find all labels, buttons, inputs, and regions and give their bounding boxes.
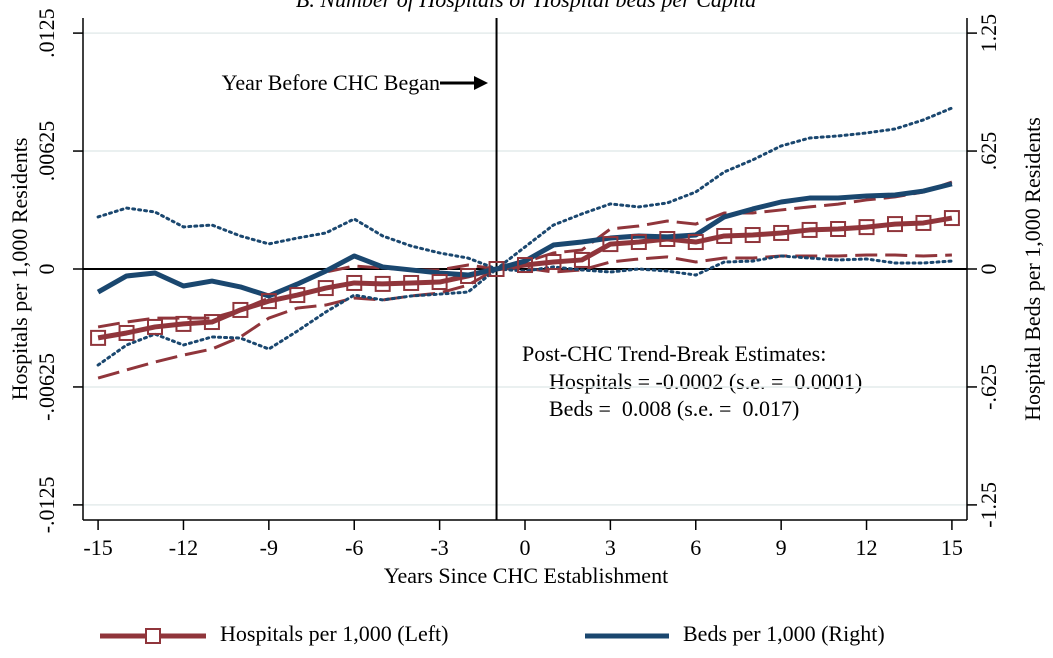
annotation: Beds = 0.008 (s.e. = 0.017) [549, 396, 799, 421]
marker [374, 275, 391, 292]
y-tick-label: -.00625 [34, 353, 59, 421]
marker [630, 234, 647, 251]
marker [317, 280, 334, 297]
y-tick-label: -.0125 [34, 476, 59, 533]
ci-lower [97, 253, 952, 380]
x-tick-label: -3 [430, 535, 448, 560]
arrow-head [474, 76, 488, 90]
annotation: Post-CHC Trend-Break Estimates: [522, 341, 826, 366]
marker [90, 329, 107, 346]
marker [175, 315, 192, 332]
marker [659, 230, 676, 247]
x-tick-label: 9 [776, 535, 787, 560]
marker [545, 254, 562, 271]
marker [801, 221, 818, 238]
ci-upper [97, 180, 953, 329]
y-tick-label: .0125 [34, 8, 59, 58]
marker [943, 210, 960, 227]
marker [431, 274, 448, 291]
annotation: Year Before CHC Began [222, 70, 440, 95]
legend-label: Hospitals per 1,000 (Left) [220, 621, 449, 646]
y-tick-label: .00625 [34, 121, 59, 182]
marker [744, 227, 761, 244]
x-tick-label: 12 [856, 535, 878, 560]
x-tick-label: -15 [83, 535, 112, 560]
marker [830, 220, 847, 237]
marker [147, 318, 164, 335]
marker [403, 274, 420, 291]
marker [488, 261, 505, 277]
y2-tick-label: .625 [976, 132, 1001, 171]
legend-label: Beds per 1,000 (Right) [683, 621, 885, 646]
y2-tick-label: -1.25 [976, 482, 1001, 528]
x-tick-label: 15 [941, 535, 963, 560]
marker [517, 257, 533, 274]
y2-tick-label: -.625 [976, 364, 1001, 410]
marker [203, 314, 220, 331]
y2-tick-label: 1.25 [976, 14, 1001, 53]
x-tick-label: -6 [345, 535, 363, 560]
marker [118, 324, 135, 341]
marker [687, 234, 704, 251]
x-axis-label: Years Since CHC Establishment [384, 563, 668, 588]
marker [886, 216, 903, 233]
annotation: Hospitals = -0.0002 (s.e. = 0.0001) [549, 369, 862, 394]
marker [716, 227, 733, 244]
y-axis-label: Hospitals per 1,000 Residents [7, 138, 32, 401]
marker [602, 236, 619, 253]
y2-axis-label: Hospital Beds per 1,000 Residents [1020, 117, 1045, 421]
x-tick-label: 0 [520, 535, 531, 560]
marker [915, 214, 932, 231]
x-tick-label: -9 [260, 535, 278, 560]
y-tick-label: 0 [34, 264, 59, 275]
series-line [96, 181, 953, 299]
marker [260, 293, 277, 310]
chart-title: B. Number of Hospitals or Hospital beds … [296, 0, 756, 12]
marker [346, 274, 363, 291]
x-tick-label: -12 [169, 535, 198, 560]
marker [460, 267, 477, 284]
ci-upper [96, 106, 954, 271]
x-tick-label: 6 [690, 535, 701, 560]
legend-marker [145, 628, 161, 644]
marker [858, 219, 875, 236]
marker [289, 287, 306, 304]
y2-tick-label: 0 [976, 264, 1001, 275]
marker [773, 224, 790, 241]
series-line [97, 215, 953, 341]
x-tick-label: 3 [605, 535, 616, 560]
marker [573, 251, 590, 268]
marker [232, 301, 249, 318]
